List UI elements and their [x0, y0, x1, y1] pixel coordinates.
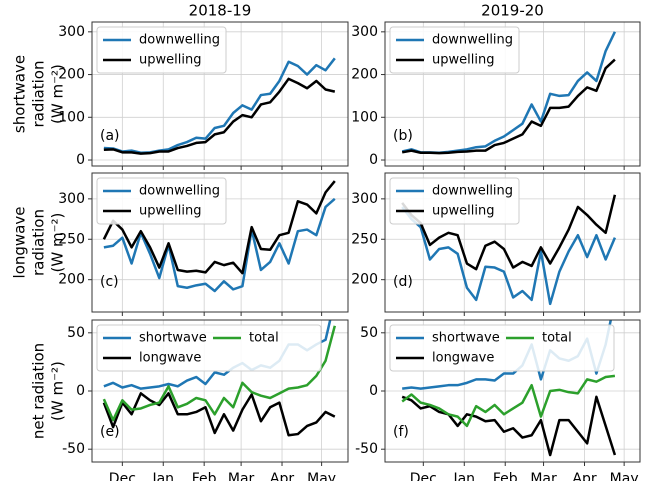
legend-label: longwave — [432, 351, 494, 366]
legend-box — [96, 324, 322, 372]
legend-box — [96, 26, 227, 74]
y-axis-label: radiation — [30, 61, 48, 128]
y-tick-label: 200 — [58, 272, 85, 288]
x-tick-label: Apr — [270, 471, 294, 481]
panel: -50 0 50 Dec Jan Feb Mar Apr May (f) shortwave long… — [355, 319, 641, 481]
series-line — [401, 206, 617, 306]
y-tick-label: 300 — [58, 191, 85, 207]
series-line — [401, 395, 617, 457]
y-axis-label: (W m⁻²) — [49, 213, 67, 273]
panel: 200 250 300 (d) downwelling upwelling — [351, 172, 641, 316]
x-tick-label: Feb — [192, 471, 217, 481]
x-tick-label: Jan — [151, 471, 174, 481]
y-tick-label: 300 — [58, 24, 85, 40]
series-line — [102, 325, 337, 422]
y-tick-label: 200 — [351, 67, 378, 83]
plot-frame — [91, 172, 349, 313]
legend-label: shortwave — [432, 331, 500, 346]
y-tick-label: 300 — [351, 191, 378, 207]
y-tick-label: 0 — [76, 152, 85, 168]
legend-label: downwelling — [432, 33, 513, 48]
legend-box — [389, 26, 520, 74]
legend-box — [96, 177, 227, 225]
y-tick-label: 200 — [351, 272, 378, 288]
panel-label: (a) — [100, 128, 120, 144]
panel-title: 2019-20 — [481, 2, 544, 20]
y-tick-label: 0 — [369, 152, 378, 168]
x-tick-label: Feb — [493, 471, 518, 481]
plot-frame — [91, 21, 349, 167]
x-tick-label: Jan — [452, 471, 475, 481]
panel-label: (f) — [393, 424, 409, 440]
x-tick-label: Apr — [572, 471, 596, 481]
legend-label: upwelling — [139, 204, 201, 219]
y-tick-label: 200 — [58, 67, 85, 83]
legend-label: upwelling — [432, 204, 494, 219]
series-line — [401, 374, 616, 428]
legend-label: longwave — [139, 351, 201, 366]
legend-label: shortwave — [139, 331, 207, 346]
y-axis-label: radiation — [30, 209, 48, 276]
legend-label: upwelling — [139, 53, 201, 68]
series-line — [102, 180, 336, 275]
y-tick-label: 0 — [369, 383, 378, 399]
plot-frame — [91, 319, 349, 463]
x-tick-label: Dec — [109, 471, 136, 481]
y-tick-label: -50 — [355, 441, 378, 457]
y-tick-label: 0 — [76, 383, 85, 399]
series-line — [401, 194, 617, 271]
plot-frame — [384, 21, 641, 167]
panel: 0 100 200 300 2019-20 (b) downwelling upwelling — [351, 2, 641, 170]
series-line — [102, 392, 336, 437]
panel-label: (c) — [100, 274, 119, 290]
panel-label: (b) — [393, 128, 413, 144]
panel-title: 2018-19 — [189, 2, 252, 20]
y-tick-label: -50 — [62, 441, 85, 457]
legend-box — [389, 177, 520, 225]
x-tick-label: May — [307, 471, 336, 481]
y-tick-label: 50 — [360, 325, 378, 341]
panel: -50 0 50 Dec Jan Feb Mar Apr May (e) net radiation… — [30, 319, 349, 481]
series-line — [401, 58, 616, 155]
plot-frame — [384, 172, 641, 313]
series-line — [103, 77, 336, 155]
y-tick-label: 100 — [58, 109, 85, 125]
legend-label: downwelling — [139, 33, 220, 48]
panel-label: (d) — [393, 274, 413, 290]
x-tick-label: Mar — [530, 471, 557, 481]
legend-box — [389, 324, 615, 372]
y-axis-label: net radiation — [30, 343, 48, 439]
plot-frame — [384, 319, 641, 463]
panel: 200 250 300 (c) longwave radiation (W m⁻²) down… — [11, 172, 349, 316]
y-tick-label: 300 — [351, 24, 378, 40]
y-tick-label: 250 — [351, 231, 378, 247]
legend-label: downwelling — [139, 184, 220, 199]
y-tick-label: 50 — [67, 325, 85, 341]
y-tick-label: 250 — [58, 231, 85, 247]
panel: 0 100 200 300 2018-19 (a) shortwave radiation (W… — [11, 2, 349, 170]
x-tick-label: May — [610, 471, 639, 481]
legend-label: total — [542, 331, 572, 346]
y-tick-label: 100 — [351, 109, 378, 125]
legend-label: upwelling — [432, 53, 494, 68]
x-tick-label: Dec — [410, 471, 437, 481]
legend-label: downwelling — [432, 184, 513, 199]
y-axis-label: (W m⁻²) — [49, 361, 67, 421]
legend-label: total — [249, 331, 279, 346]
x-tick-label: Mar — [228, 471, 255, 481]
panel-label: (e) — [100, 424, 120, 440]
y-axis-label: longwave — [11, 207, 29, 279]
y-axis-label: (W m⁻²) — [49, 64, 67, 124]
y-axis-label: shortwave — [11, 55, 29, 133]
